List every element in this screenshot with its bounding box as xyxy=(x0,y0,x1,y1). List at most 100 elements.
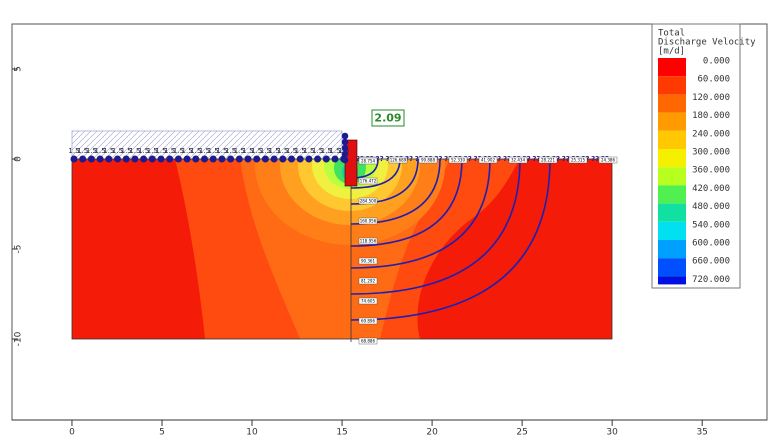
legend-label: 180.000 xyxy=(692,111,730,121)
head-label: 1.5 xyxy=(216,147,227,155)
boundary-node xyxy=(322,155,330,163)
wall-label: 28.754 xyxy=(361,158,375,163)
head-label: 1.5 xyxy=(129,147,140,155)
boundary-node xyxy=(79,155,87,163)
surface-label: 25.315 xyxy=(571,157,585,162)
wall-label: 81.292 xyxy=(361,278,375,283)
surface-label: 32.434 xyxy=(511,157,525,162)
boundary-node xyxy=(148,155,156,163)
x-tick-label: 30 xyxy=(606,428,618,438)
legend-label: 0.000 xyxy=(703,57,730,67)
flow-label: ?? xyxy=(415,155,423,163)
legend-label: 300.000 xyxy=(692,148,730,158)
wall-node xyxy=(341,156,349,164)
boundary-node xyxy=(227,155,235,163)
legend-swatch xyxy=(658,112,686,131)
factor-of-safety: 2.09 xyxy=(374,112,401,125)
legend-swatch xyxy=(658,221,686,240)
annotation-box xyxy=(371,109,405,127)
surface-label: 28.221 xyxy=(541,157,555,162)
surface-label: 99.888 xyxy=(421,157,435,162)
legend-title: [m/d] xyxy=(658,47,685,57)
wall-label-box xyxy=(358,337,378,345)
wall-label: 284.500 xyxy=(360,198,377,203)
legend-swatch xyxy=(658,130,686,149)
surface-label: 24.386 xyxy=(601,157,615,162)
legend-swatch xyxy=(658,185,686,204)
boundary-node xyxy=(70,155,78,163)
wall-label: 160.956 xyxy=(360,218,377,223)
boundary-node xyxy=(140,155,148,163)
y-tick-label: 5 xyxy=(14,66,24,72)
boundary-node xyxy=(122,155,130,163)
x-tick-label: 5 xyxy=(159,428,165,438)
contours xyxy=(72,159,612,339)
boundary-node xyxy=(244,155,252,163)
boundary-node xyxy=(192,155,200,163)
surface-label: 126.689 xyxy=(390,157,407,162)
boundary-node xyxy=(279,155,287,163)
flow-label: ?? xyxy=(405,155,413,163)
head-label: 1.5 xyxy=(86,147,97,155)
wall-label: 69.896 xyxy=(361,318,375,323)
x-tick-label: 0 xyxy=(69,428,75,438)
head-label: 1.5 xyxy=(225,147,236,155)
head-label: 1.5 xyxy=(269,147,280,155)
head-label: 1.5 xyxy=(260,147,271,155)
flow-label: ?? xyxy=(376,155,384,163)
head-label: 1.5 xyxy=(303,147,314,155)
head-label: 1.5 xyxy=(112,147,123,155)
boundary-node xyxy=(183,155,191,163)
head-label: 1.5 xyxy=(242,147,253,155)
head-label: 1.5 xyxy=(312,147,323,155)
x-tick-label: 10 xyxy=(246,428,258,438)
head-label: 1.5 xyxy=(295,147,306,155)
wall-label: 176.472 xyxy=(360,178,377,183)
flow-label: ?? xyxy=(434,155,442,163)
head-label: 1.5 xyxy=(329,147,340,155)
surface-label-box xyxy=(598,156,618,164)
y-tick-label: -10 xyxy=(14,331,24,346)
surface-label-box xyxy=(538,156,558,164)
surface-label-box xyxy=(508,156,528,164)
head-label: 1.5 xyxy=(173,147,184,155)
head-label: 1.5 xyxy=(147,147,158,155)
boundary-node xyxy=(305,155,313,163)
head-label: 1.5 xyxy=(286,147,297,155)
head-label: 1.5 xyxy=(155,147,166,155)
surface-label: 41.902 xyxy=(481,157,495,162)
wall-node xyxy=(341,144,349,152)
wall-label: 74.605 xyxy=(361,298,375,303)
x-tick-label: 25 xyxy=(516,428,527,438)
boundary-node xyxy=(288,155,295,163)
boundary-node xyxy=(105,155,113,163)
surface-label-box xyxy=(448,156,468,164)
boundary-node xyxy=(314,155,322,163)
legend-title: Discharge Velocity xyxy=(658,38,756,48)
wall-label-box xyxy=(358,257,378,265)
head-label: 1.5 xyxy=(321,147,332,155)
legend-label: 120.000 xyxy=(692,93,730,103)
boundary-node xyxy=(201,155,208,163)
legend-swatch xyxy=(658,240,686,259)
flow-label: ?? xyxy=(444,155,452,163)
boundary-node xyxy=(114,155,121,163)
head-label: 1.5 xyxy=(103,147,114,155)
legend-swatch xyxy=(658,203,686,222)
y-tick-label: -5 xyxy=(14,245,24,254)
legend-swatch xyxy=(658,149,686,168)
legend-swatch xyxy=(658,167,686,186)
wall-node xyxy=(341,150,349,158)
legend-swatch xyxy=(658,76,686,95)
wall-label-box xyxy=(358,217,378,225)
legend-label: 360.000 xyxy=(692,166,730,176)
head-label: 1.5 xyxy=(95,147,106,155)
wall-node xyxy=(341,138,349,146)
head-label: 1.5 xyxy=(77,147,88,155)
legend-label: 540.000 xyxy=(692,220,730,230)
boundary-node xyxy=(270,155,278,163)
boundary-node xyxy=(331,155,339,163)
y-tick-label: 0 xyxy=(14,156,24,162)
wall-label-box xyxy=(358,237,378,245)
x-tick-label: 15 xyxy=(336,428,347,438)
